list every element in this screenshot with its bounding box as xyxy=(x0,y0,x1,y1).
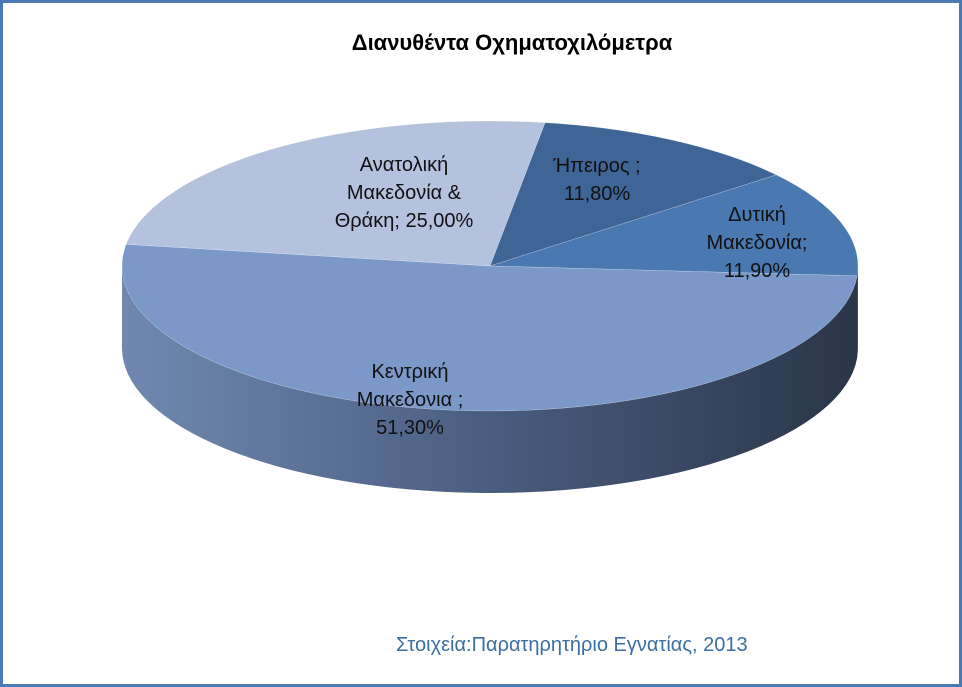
value-label: 51,30% xyxy=(376,417,444,439)
pie-side xyxy=(857,266,858,358)
pie-side xyxy=(122,266,858,493)
data-label: Ήπειρος ; 11,80% xyxy=(537,152,657,208)
value-label: 11,80% xyxy=(563,183,631,205)
data-label: Ανατολική Μακεδονία & Θράκη; 25,00% xyxy=(314,151,494,235)
source-note: Στοιχεία:Παρατηρητήριο Εγνατίας, 2013 xyxy=(396,634,748,656)
data-label: Δυτική Μακεδονία; 11,90% xyxy=(692,201,822,285)
value-label: 11,90% xyxy=(723,260,791,282)
category-label: Κεντρική Μακεδονια ; xyxy=(356,361,464,411)
category-label: Ήπειρος ; xyxy=(553,155,641,177)
category-label: Δυτική Μακεδονία; xyxy=(706,204,808,254)
pie-slice xyxy=(489,122,777,267)
category-label: Ανατολική Μακεδονία & Θράκη; xyxy=(334,154,462,232)
pie-slice xyxy=(489,174,859,277)
pie-slice xyxy=(125,120,546,267)
pie-slice xyxy=(121,244,858,412)
chart-title: Διανυθέντα Οχηματοχιλόμετρα xyxy=(351,30,673,55)
value-label: 25,00% xyxy=(405,210,474,232)
data-label: Κεντρική Μακεδονια ; 51,30% xyxy=(330,358,490,442)
